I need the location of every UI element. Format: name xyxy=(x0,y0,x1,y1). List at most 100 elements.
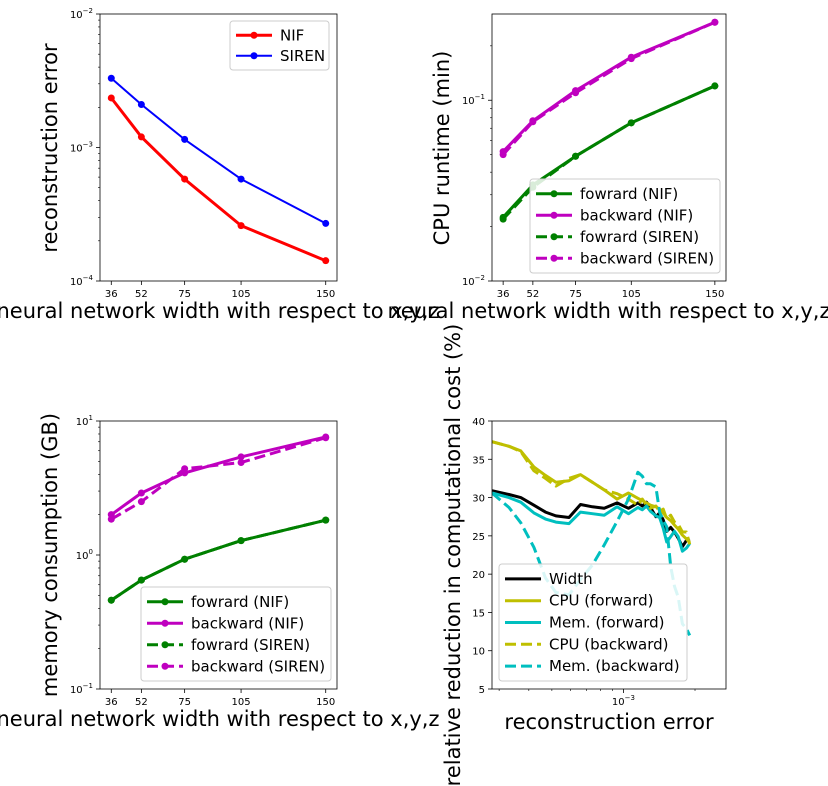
data-point xyxy=(237,175,245,183)
data-point xyxy=(499,151,507,159)
series-line-3 xyxy=(492,440,692,545)
y-tick-label: 30 xyxy=(472,494,485,505)
y-tick-label-exponent: −2 xyxy=(475,274,485,282)
x-tick-label: 52 xyxy=(135,289,148,300)
legend-label: backward (SIREN) xyxy=(191,657,325,675)
legend: fowrard (NIF) backward (NIF) fowrard (SIRE… xyxy=(140,586,332,682)
y-tick-label: 10 xyxy=(472,647,485,658)
y-tick-label: 10−2 xyxy=(462,274,485,288)
y-axis-label: CPU runtime (min) xyxy=(430,51,454,246)
x-axis-label: reconstruction error xyxy=(504,710,714,734)
legend-marker xyxy=(161,641,169,649)
y-tick-label: 10−4 xyxy=(70,274,94,288)
legend-marker xyxy=(550,254,558,262)
subplot-p4: 10−3 5 10 15 20 25 30 35 40 reconstruction error r… xyxy=(441,324,727,786)
data-point xyxy=(107,515,115,523)
data-point xyxy=(711,82,719,90)
y-tick-label-exponent: −1 xyxy=(83,682,93,690)
y-axis-label: memory consumption (GB) xyxy=(38,413,62,697)
data-point xyxy=(572,89,580,97)
y-tick-label: 5 xyxy=(479,685,485,696)
subplot-p2: 36 52 75 105 150 10−2 10−1 neural network width… xyxy=(387,13,828,323)
data-point xyxy=(499,215,507,223)
data-point xyxy=(137,498,145,506)
legend-label: backward (SIREN) xyxy=(580,249,714,267)
x-tick-label: 52 xyxy=(135,697,148,708)
y-tick-label-exponent: 1 xyxy=(89,414,93,422)
y-tick-label: 15 xyxy=(472,608,485,619)
data-point xyxy=(107,74,115,82)
y-tick-label: 25 xyxy=(472,532,485,543)
y-tick-label: 10−1 xyxy=(70,682,93,696)
y-tick-label-exponent: −3 xyxy=(83,141,93,149)
data-point xyxy=(107,596,115,604)
series-line-1 xyxy=(502,20,716,153)
data-point xyxy=(572,152,580,160)
y-tick-label-exponent: −2 xyxy=(83,7,93,15)
series-line-3 xyxy=(110,436,327,521)
legend-label: CPU (backward) xyxy=(549,635,669,653)
data-point xyxy=(137,100,145,108)
legend-label: fowrard (NIF) xyxy=(191,593,289,611)
y-axis-label: reconstruction error xyxy=(38,43,62,253)
x-tick-label-exponent: −3 xyxy=(625,694,635,702)
y-tick-label-exponent: 0 xyxy=(89,548,93,556)
y-tick-label: 10−1 xyxy=(462,93,485,107)
y-tick-label: 10−2 xyxy=(70,7,93,21)
data-point xyxy=(107,94,115,102)
data-point xyxy=(137,489,145,497)
axes-frame xyxy=(491,13,727,282)
legend-marker xyxy=(550,190,558,198)
legend-marker xyxy=(550,211,558,219)
data-point xyxy=(237,459,245,467)
data-point xyxy=(627,55,635,63)
y-tick-label: 101 xyxy=(76,414,93,428)
legend-label: backward (NIF) xyxy=(191,614,304,632)
y-tick-label: 100 xyxy=(76,548,93,562)
axes-frame xyxy=(491,420,727,690)
legend-frame xyxy=(140,586,332,682)
y-tick-label: 20 xyxy=(472,570,485,581)
data-point xyxy=(181,555,189,563)
series-line-0 xyxy=(110,97,327,263)
x-tick-label: 75 xyxy=(178,289,191,300)
legend-label: CPU (forward) xyxy=(549,592,653,610)
legend-label: Mem. (forward) xyxy=(549,614,665,632)
y-tick-label-exponent: −1 xyxy=(475,93,485,101)
legend-label: fowrard (NIF) xyxy=(580,185,678,203)
x-tick-label: 75 xyxy=(178,697,191,708)
x-axis-label: neural network width with respect to x,y… xyxy=(387,299,828,323)
data-point xyxy=(322,434,330,442)
series-line-1 xyxy=(492,440,691,544)
legend-label: Width xyxy=(549,570,593,588)
legend-marker xyxy=(161,662,169,670)
series-group xyxy=(107,433,330,604)
data-point xyxy=(181,175,189,183)
data-point xyxy=(627,119,635,127)
legend-label: SIREN xyxy=(280,47,325,65)
legend-label: Mem. (backward) xyxy=(549,657,680,675)
series-group xyxy=(499,18,719,223)
legend-label: NIF xyxy=(280,26,304,44)
x-tick-label: 52 xyxy=(526,289,539,300)
legend: Width CPU (forward) Mem. (forward) CPU (bac… xyxy=(498,563,688,682)
legend-frame xyxy=(529,178,721,274)
x-tick-label: 36 xyxy=(497,289,510,300)
data-point xyxy=(237,453,245,461)
x-axis-label: neural network width with respect to x,y… xyxy=(0,299,440,323)
data-point xyxy=(529,118,537,126)
x-tick-label: 75 xyxy=(569,289,582,300)
x-tick-label: 36 xyxy=(105,697,118,708)
legend-label: fowrard (SIREN) xyxy=(191,636,310,654)
axes-frame xyxy=(99,13,338,282)
data-point xyxy=(137,133,145,141)
legend-marker xyxy=(250,31,258,39)
data-point xyxy=(322,219,330,227)
x-tick-label: 150 xyxy=(316,697,335,708)
x-tick-label: 150 xyxy=(316,289,335,300)
y-tick-label: 40 xyxy=(472,417,485,428)
subplot-p1: 36 52 75 105 150 10−4 10−3 10−2 neural network w… xyxy=(0,7,440,323)
series-group xyxy=(107,74,330,265)
y-tick-label: 10−3 xyxy=(70,141,93,155)
